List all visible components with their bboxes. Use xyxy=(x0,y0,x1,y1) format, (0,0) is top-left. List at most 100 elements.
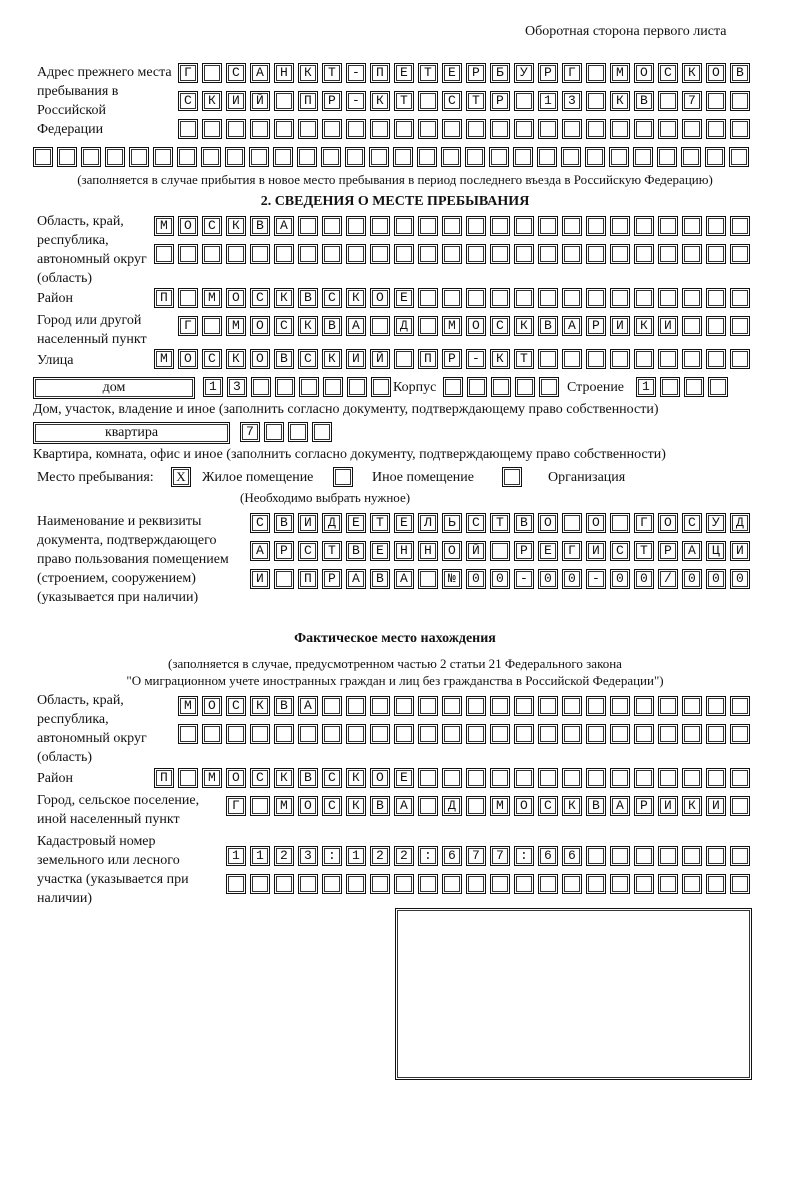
char-cell[interactable] xyxy=(610,724,630,744)
char-cell[interactable] xyxy=(274,874,294,894)
char-cell[interactable] xyxy=(466,316,486,336)
char-cell[interactable] xyxy=(226,696,246,716)
char-cell[interactable] xyxy=(562,119,582,139)
char-cell[interactable] xyxy=(682,119,702,139)
char-cell[interactable] xyxy=(730,288,750,308)
char-cell[interactable] xyxy=(634,846,654,866)
char-cell[interactable] xyxy=(227,377,247,397)
char-cell[interactable] xyxy=(322,91,342,111)
char-cell[interactable] xyxy=(346,63,366,83)
char-cell[interactable] xyxy=(347,377,367,397)
char-cell[interactable] xyxy=(658,541,678,561)
char-cell[interactable] xyxy=(658,846,678,866)
char-cell[interactable] xyxy=(33,147,53,167)
char-cell[interactable] xyxy=(538,288,558,308)
char-cell[interactable] xyxy=(129,147,149,167)
char-cell[interactable] xyxy=(489,147,509,167)
char-cell[interactable] xyxy=(442,316,462,336)
char-cell[interactable] xyxy=(562,63,582,83)
char-cell[interactable] xyxy=(225,147,245,167)
char-cell[interactable] xyxy=(634,349,654,369)
char-cell[interactable] xyxy=(610,874,630,894)
char-cell[interactable] xyxy=(658,316,678,336)
char-cell[interactable] xyxy=(708,377,728,397)
char-cell[interactable] xyxy=(346,846,366,866)
char-cell[interactable] xyxy=(442,513,462,533)
char-cell[interactable] xyxy=(322,874,342,894)
char-cell[interactable] xyxy=(466,569,486,589)
char-cell[interactable] xyxy=(538,513,558,533)
char-cell[interactable] xyxy=(658,288,678,308)
char-cell[interactable] xyxy=(514,119,534,139)
char-cell[interactable] xyxy=(202,63,222,83)
char-cell[interactable] xyxy=(466,874,486,894)
char-cell[interactable] xyxy=(394,724,414,744)
char-cell[interactable] xyxy=(586,724,606,744)
char-cell[interactable] xyxy=(346,216,366,236)
char-cell[interactable] xyxy=(466,513,486,533)
char-cell[interactable] xyxy=(346,244,366,264)
char-cell[interactable] xyxy=(201,147,221,167)
char-cell[interactable] xyxy=(706,569,726,589)
char-cell[interactable] xyxy=(418,349,438,369)
char-cell[interactable] xyxy=(264,422,284,442)
char-cell[interactable] xyxy=(202,216,222,236)
char-cell[interactable] xyxy=(658,796,678,816)
char-cell[interactable] xyxy=(658,569,678,589)
char-cell[interactable] xyxy=(81,147,101,167)
char-cell[interactable] xyxy=(730,768,750,788)
char-cell[interactable] xyxy=(682,874,702,894)
char-cell[interactable] xyxy=(322,288,342,308)
char-cell[interactable] xyxy=(346,541,366,561)
char-cell[interactable] xyxy=(610,796,630,816)
char-cell[interactable] xyxy=(250,119,270,139)
char-cell[interactable] xyxy=(154,244,174,264)
char-cell[interactable] xyxy=(274,569,294,589)
char-cell[interactable] xyxy=(370,569,390,589)
char-cell[interactable] xyxy=(202,724,222,744)
char-cell[interactable] xyxy=(154,768,174,788)
char-cell[interactable] xyxy=(178,91,198,111)
char-cell[interactable] xyxy=(514,569,534,589)
char-cell[interactable] xyxy=(466,349,486,369)
char-cell[interactable] xyxy=(250,316,270,336)
char-cell[interactable] xyxy=(370,316,390,336)
char-cell[interactable] xyxy=(298,846,318,866)
char-cell[interactable] xyxy=(538,846,558,866)
char-cell[interactable] xyxy=(634,288,654,308)
char-cell[interactable] xyxy=(514,541,534,561)
char-cell[interactable] xyxy=(299,377,319,397)
char-cell[interactable] xyxy=(562,244,582,264)
char-cell[interactable] xyxy=(393,147,413,167)
char-cell[interactable] xyxy=(394,216,414,236)
char-cell[interactable] xyxy=(634,513,654,533)
char-cell[interactable] xyxy=(370,846,390,866)
char-cell[interactable] xyxy=(610,569,630,589)
char-cell[interactable] xyxy=(250,696,270,716)
char-cell[interactable] xyxy=(298,513,318,533)
house-type-field[interactable]: дом xyxy=(33,377,195,399)
char-cell[interactable] xyxy=(298,216,318,236)
char-cell[interactable] xyxy=(490,216,510,236)
char-cell[interactable] xyxy=(322,569,342,589)
char-cell[interactable] xyxy=(514,316,534,336)
char-cell[interactable] xyxy=(250,724,270,744)
char-cell[interactable] xyxy=(634,569,654,589)
char-cell[interactable] xyxy=(202,119,222,139)
char-cell[interactable] xyxy=(418,316,438,336)
char-cell[interactable] xyxy=(298,541,318,561)
char-cell[interactable] xyxy=(634,541,654,561)
char-cell[interactable] xyxy=(658,724,678,744)
char-cell[interactable] xyxy=(226,216,246,236)
char-cell[interactable] xyxy=(394,244,414,264)
char-cell[interactable] xyxy=(226,846,246,866)
char-cell[interactable] xyxy=(418,768,438,788)
char-cell[interactable] xyxy=(634,244,654,264)
char-cell[interactable] xyxy=(562,541,582,561)
char-cell[interactable] xyxy=(706,63,726,83)
char-cell[interactable] xyxy=(730,316,750,336)
char-cell[interactable] xyxy=(322,696,342,716)
char-cell[interactable] xyxy=(346,696,366,716)
char-cell[interactable] xyxy=(515,377,535,397)
char-cell[interactable] xyxy=(514,244,534,264)
